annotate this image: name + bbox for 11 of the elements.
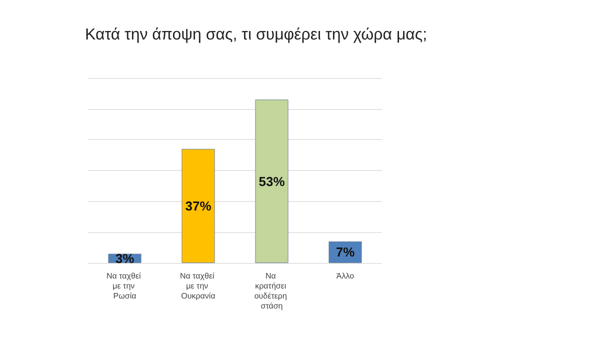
x-tick-label: Να ταχθεί με την Ρωσία [106,272,144,300]
data-label: 53% [258,174,286,189]
data-label: 37% [185,198,212,214]
bar [255,100,288,263]
x-tick-label: Να κρατήσει ουδέτερη στάση [254,272,290,310]
x-tick-label: Να ταχθεί με την Ουκρανία [180,272,217,300]
bar [182,148,215,263]
data-label: 7% [336,244,356,260]
x-tick-label: Άλλο [336,272,355,280]
chart-title: Κατά την άποψη σας, τι συμφέρει την χώρα μας; [85,26,428,44]
data-label: 3% [115,250,135,266]
